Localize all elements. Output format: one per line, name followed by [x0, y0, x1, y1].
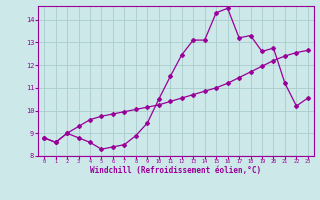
X-axis label: Windchill (Refroidissement éolien,°C): Windchill (Refroidissement éolien,°C)	[91, 166, 261, 175]
